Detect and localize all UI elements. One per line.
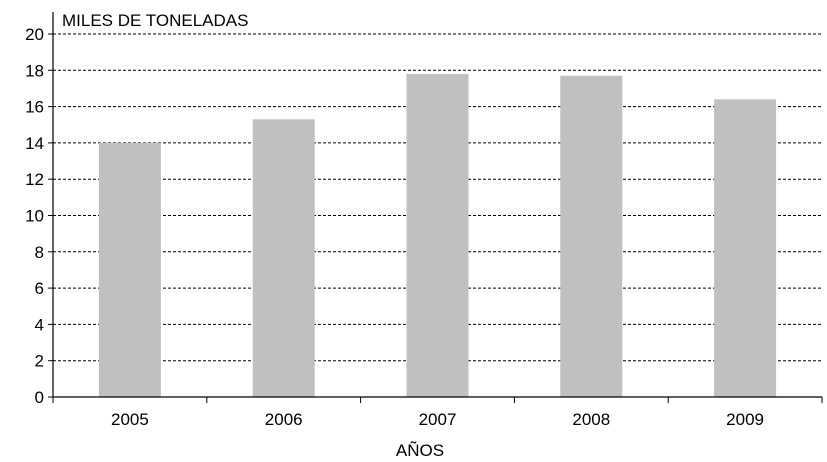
y-tick-label: 12: [25, 170, 44, 189]
y-tick-label: 2: [35, 352, 44, 371]
bars: [98, 73, 777, 398]
x-axis-title: AÑOS: [396, 441, 444, 460]
y-tick-label: 0: [35, 388, 44, 407]
y-tick-label: 14: [25, 134, 44, 153]
x-tick-label: 2006: [265, 410, 303, 429]
bar-2005: [98, 142, 161, 397]
axes: [48, 12, 823, 403]
y-tick-label: 8: [35, 243, 44, 262]
x-tick-label: 2008: [572, 410, 610, 429]
bar-2006: [252, 119, 315, 398]
y-tick-label: 16: [25, 98, 44, 117]
tick-labels: 0 2 4 6 8 10 12 14 16 18 20 2005 2006 2007 2008 2009: [25, 25, 764, 429]
gridlines: [53, 33, 822, 362]
x-tick-label: 2007: [419, 410, 457, 429]
y-axis-title: MILES DE TONELADAS: [62, 11, 248, 30]
y-tick-label: 6: [35, 279, 44, 298]
bar-2007: [406, 73, 469, 398]
y-tick-label: 10: [25, 207, 44, 226]
x-tick-label: 2009: [726, 410, 764, 429]
y-tick-label: 18: [25, 61, 44, 80]
bar-2008: [560, 75, 623, 398]
y-tick-label: 4: [35, 315, 44, 334]
y-tick-label: 20: [25, 25, 44, 44]
x-tick-label: 2005: [111, 410, 149, 429]
bar-2009: [714, 99, 777, 397]
